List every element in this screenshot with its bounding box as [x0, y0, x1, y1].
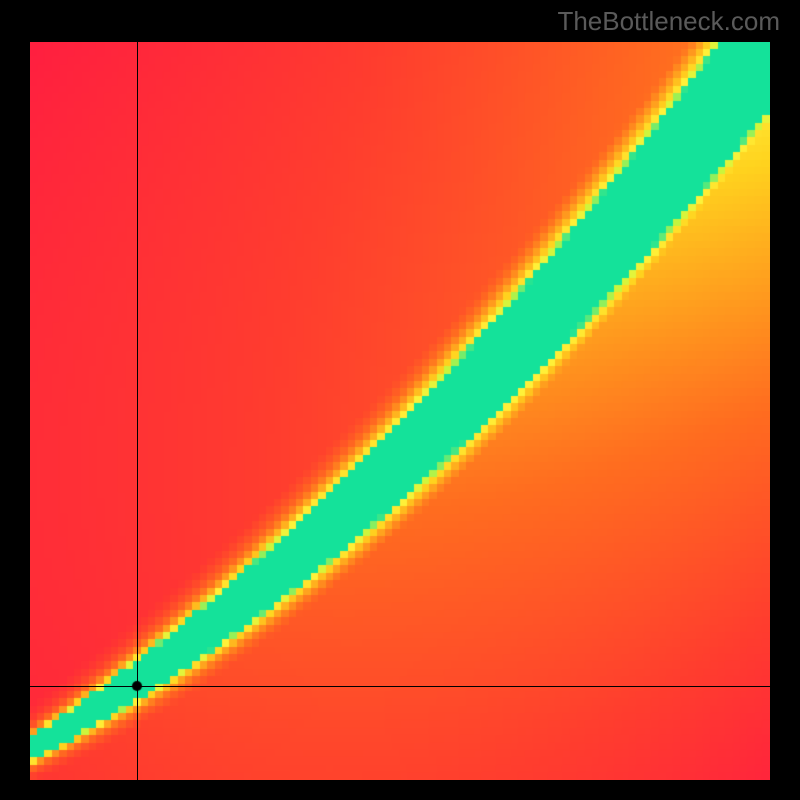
bottleneck-heatmap: [30, 42, 770, 780]
crosshair-vertical: [137, 42, 138, 780]
crosshair-marker: [131, 680, 143, 692]
chart-container: TheBottleneck.com: [0, 0, 800, 800]
watermark-text: TheBottleneck.com: [557, 6, 780, 37]
